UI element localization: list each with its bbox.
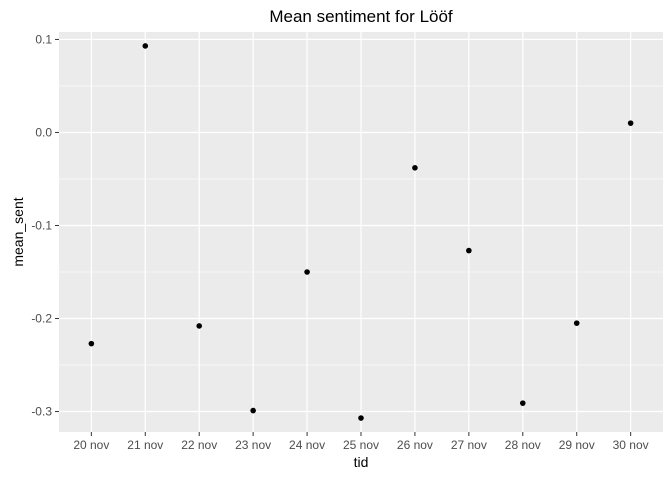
x-tick-label: 24 nov	[289, 438, 325, 452]
data-point	[88, 340, 95, 347]
x-tick-label: 22 nov	[181, 438, 217, 452]
data-point	[573, 320, 580, 326]
y-tick-label: -0.1	[31, 218, 52, 232]
chart-title: Mean sentiment for Lööf	[269, 7, 453, 26]
x-tick-label: 30 nov	[613, 438, 649, 452]
y-tick-label: -0.2	[31, 312, 52, 326]
data-point	[142, 43, 149, 49]
x-tick-label: 29 nov	[559, 438, 595, 452]
x-tick-label: 20 nov	[73, 438, 109, 452]
data-point	[358, 415, 364, 421]
x-axis-label: tid	[353, 454, 369, 470]
x-tick-label: 25 nov	[343, 438, 379, 452]
x-tick-label: 21 nov	[127, 438, 163, 452]
data-point	[466, 247, 472, 254]
x-tick-label: 27 nov	[451, 438, 487, 452]
y-tick-label: 0.1	[35, 32, 52, 46]
data-point	[196, 323, 203, 329]
data-point	[412, 165, 418, 171]
data-point	[627, 120, 634, 126]
y-tick-label: -0.3	[31, 405, 52, 419]
y-tick-label: 0.0	[35, 125, 52, 139]
data-point	[250, 407, 256, 414]
x-tick-label: 26 nov	[397, 438, 433, 452]
data-point	[304, 269, 310, 275]
data-point	[519, 400, 526, 406]
y-axis-label: mean_sent	[10, 197, 26, 267]
x-tick-label: 23 nov	[235, 438, 271, 452]
x-tick-label: 28 nov	[505, 438, 541, 452]
